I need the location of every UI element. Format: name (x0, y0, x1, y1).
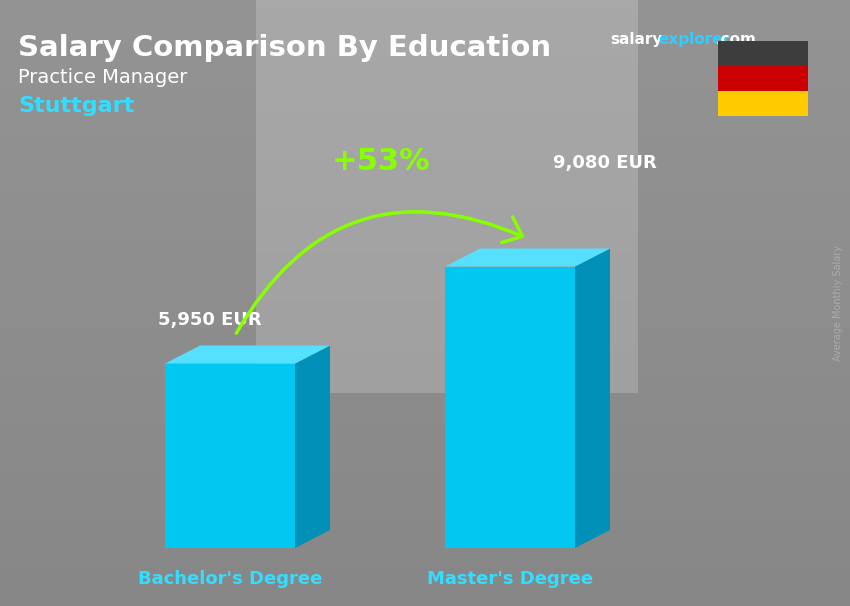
Text: Average Monthly Salary: Average Monthly Salary (833, 245, 843, 361)
Text: Stuttgart: Stuttgart (18, 96, 134, 116)
Polygon shape (445, 267, 575, 548)
Text: Bachelor's Degree: Bachelor's Degree (138, 570, 322, 588)
Bar (718, 41, 808, 66)
Text: explorer: explorer (658, 32, 730, 47)
Text: Master's Degree: Master's Degree (427, 570, 593, 588)
Text: Practice Manager: Practice Manager (18, 68, 187, 87)
Polygon shape (295, 345, 330, 548)
Text: Salary Comparison By Education: Salary Comparison By Education (18, 34, 551, 62)
Text: 9,080 EUR: 9,080 EUR (553, 153, 657, 171)
Text: +53%: +53% (332, 147, 431, 176)
Text: 5,950 EUR: 5,950 EUR (158, 310, 262, 328)
Bar (718, 91, 808, 116)
Text: .com: .com (716, 32, 756, 47)
Polygon shape (165, 345, 330, 364)
FancyArrowPatch shape (236, 211, 523, 333)
Text: salary: salary (610, 32, 662, 47)
Bar (718, 66, 808, 91)
Polygon shape (165, 364, 295, 548)
Polygon shape (445, 248, 610, 267)
Polygon shape (575, 248, 610, 548)
